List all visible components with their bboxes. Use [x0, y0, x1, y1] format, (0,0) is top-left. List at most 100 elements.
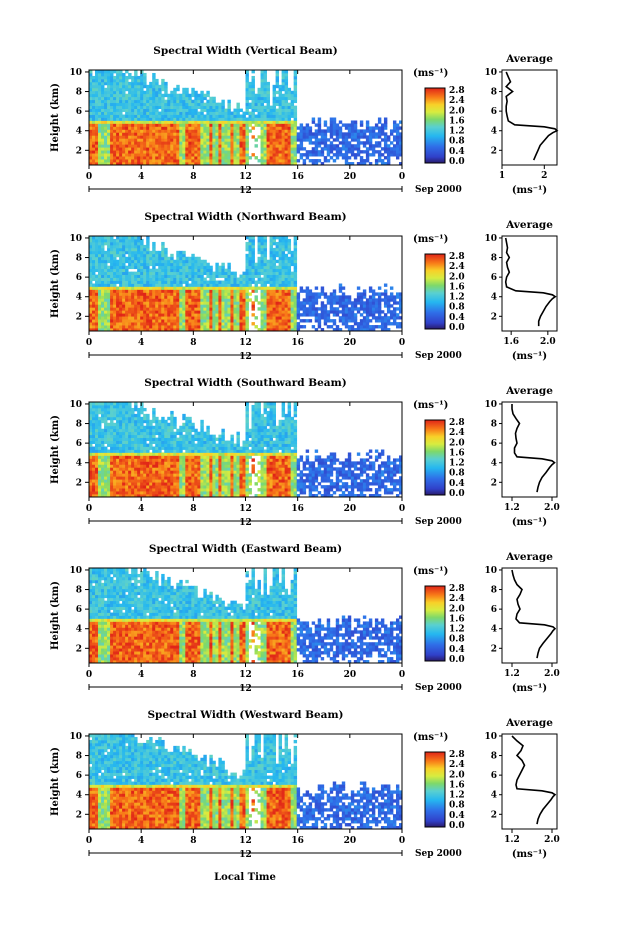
- heatmap-cell: [311, 132, 316, 136]
- avg-y-tick-label: 6: [491, 107, 497, 117]
- heatmap-cell: [263, 70, 267, 74]
- heatmap-cell: [92, 274, 96, 278]
- heatmap-cell: [263, 268, 267, 273]
- heatmap-cell: [119, 494, 123, 498]
- heatmap-cell: [248, 265, 252, 270]
- heatmap-cell: [263, 81, 267, 86]
- heatmap-cell: [92, 479, 96, 483]
- heatmap-cell: [335, 310, 340, 314]
- heatmap-cell: [392, 316, 397, 320]
- heatmap-cell: [188, 105, 192, 109]
- heatmap-cell: [128, 413, 132, 418]
- heatmap-cell: [362, 310, 367, 314]
- avg-x-tick-label: 2.0: [540, 337, 556, 347]
- heatmap-cell: [179, 250, 183, 255]
- heatmap-cell: [164, 280, 168, 284]
- heatmap-cell: [182, 90, 186, 95]
- heatmap-cell: [233, 129, 237, 133]
- heatmap-cell: [317, 292, 322, 296]
- heatmap-cell: [98, 241, 102, 246]
- heatmap-cell: [92, 241, 96, 246]
- heatmap-cell: [335, 147, 340, 151]
- heatmap-cell: [221, 132, 225, 136]
- heatmap-cell: [89, 87, 93, 92]
- heatmap-cell: [98, 402, 102, 406]
- heatmap-cell: [164, 316, 168, 320]
- heatmap-cell: [299, 129, 304, 133]
- panel-title: Spectral Width (Southward Beam): [144, 377, 346, 389]
- heatmap-cell: [275, 271, 280, 275]
- heatmap-cell: [260, 132, 264, 136]
- heatmap-cell: [173, 274, 177, 278]
- heatmap-cell: [218, 138, 222, 142]
- heatmap-cell: [275, 126, 280, 130]
- heatmap-cell: [110, 322, 114, 326]
- heatmap-cell: [245, 304, 249, 308]
- heatmap-cell: [260, 156, 264, 160]
- heatmap-cell: [104, 70, 108, 74]
- heatmap-cell: [275, 250, 280, 255]
- heatmap-cell: [134, 93, 138, 98]
- heatmap-cell: [95, 129, 99, 133]
- heatmap-cell: [395, 138, 400, 142]
- heatmap-cell: [341, 141, 346, 145]
- heatmap-cell: [155, 283, 159, 287]
- heatmap-cell: [149, 144, 153, 148]
- heatmap-cell: [308, 141, 313, 145]
- heatmap-cell: [242, 129, 246, 133]
- heatmap-cell: [263, 156, 267, 160]
- heatmap-cell: [293, 111, 298, 115]
- heatmap-cell: [395, 292, 400, 296]
- heatmap-cell: [185, 114, 189, 118]
- heatmap-cell: [254, 156, 258, 160]
- heatmap-cell: [353, 144, 358, 148]
- heatmap-cell: [251, 304, 255, 308]
- heatmap-cell: [341, 132, 346, 136]
- heatmap-cell: [290, 277, 295, 281]
- heatmap-cell: [152, 244, 156, 249]
- heatmap-cell: [299, 135, 304, 139]
- heatmap-cell: [104, 126, 108, 130]
- heatmap-cell: [101, 141, 105, 145]
- heatmap-cell: [98, 307, 102, 311]
- heatmap-cell: [92, 162, 96, 166]
- heatmap-cell: [215, 156, 219, 160]
- heatmap-cell: [179, 274, 183, 278]
- heatmap-cell: [185, 283, 189, 287]
- heatmap-cell: [275, 111, 280, 115]
- heatmap-cell: [311, 153, 316, 157]
- heatmap-cell: [275, 319, 280, 323]
- heatmap-cell: [110, 292, 114, 296]
- heatmap-cell: [248, 262, 252, 267]
- heatmap-cell: [110, 99, 114, 104]
- heatmap-cell: [140, 265, 144, 270]
- heatmap-cell: [200, 147, 204, 151]
- heatmap-cell: [260, 268, 264, 273]
- heatmap-cell: [131, 407, 135, 412]
- heatmap-cell: [278, 150, 283, 154]
- heatmap-cell: [314, 313, 319, 317]
- heatmap-cell: [131, 241, 135, 246]
- heatmap-cell: [209, 319, 213, 323]
- heatmap-cell: [272, 304, 276, 308]
- heatmap-cell: [164, 141, 168, 145]
- heatmap-cell: [122, 81, 126, 86]
- heatmap-cell: [179, 265, 183, 270]
- heatmap-cell: [239, 289, 243, 293]
- heatmap-cell: [248, 111, 252, 115]
- heatmap-cell: [152, 304, 156, 308]
- heatmap-cell: [209, 307, 213, 311]
- heatmap-cell: [92, 93, 96, 98]
- heatmap-cell: [194, 289, 198, 293]
- heatmap-cell: [260, 117, 264, 121]
- heatmap-cell: [113, 494, 117, 498]
- heatmap-cell: [113, 75, 117, 80]
- heatmap-cell: [110, 461, 114, 465]
- heatmap-cell: [284, 259, 289, 264]
- heatmap-cell: [317, 126, 322, 130]
- heatmap-cell: [131, 325, 135, 329]
- heatmap-cell: [281, 72, 286, 77]
- heatmap-cell: [344, 319, 349, 323]
- heatmap-cell: [128, 428, 132, 433]
- heatmap-cell: [209, 117, 213, 121]
